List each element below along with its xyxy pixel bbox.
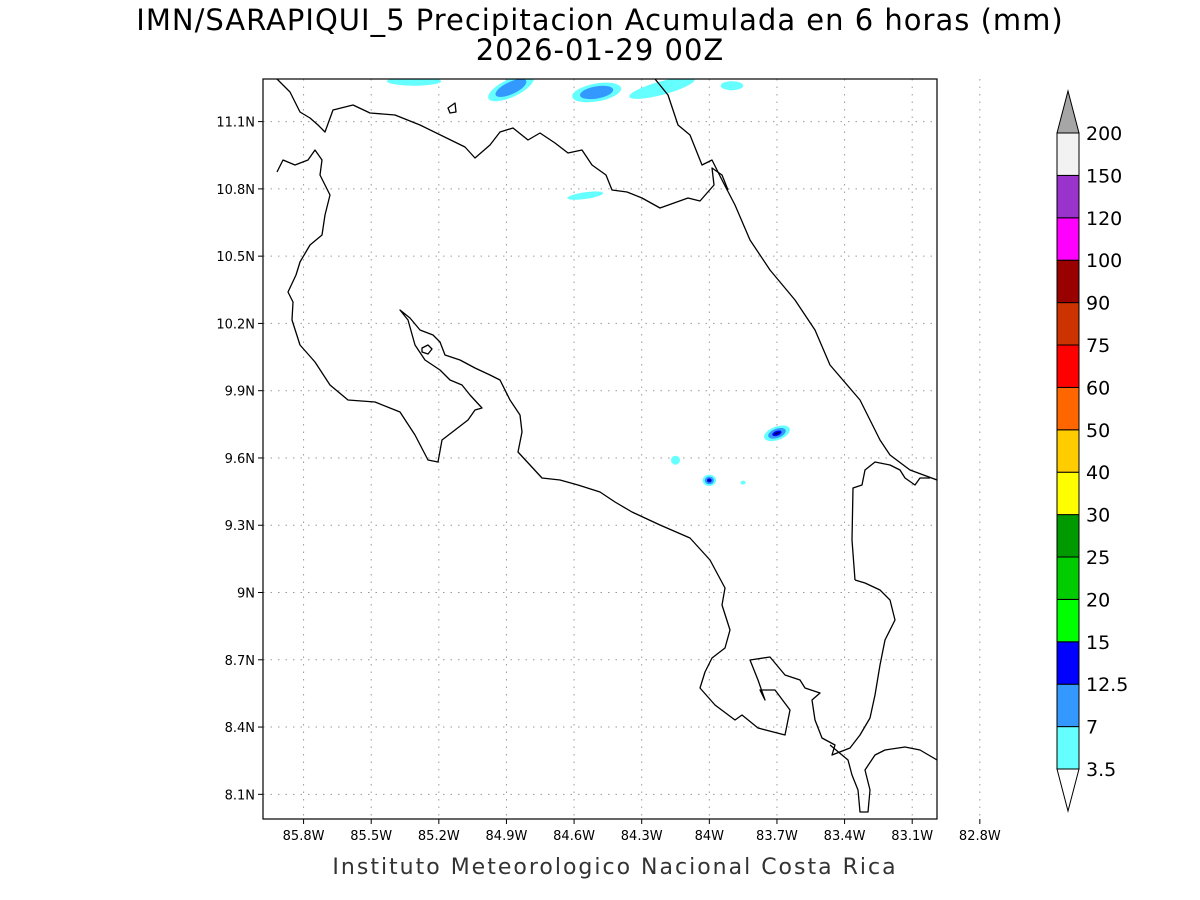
colorbar-band xyxy=(1056,302,1080,346)
map-title: IMN/SARAPIQUI_5 Precipitacion Acumulada … xyxy=(136,3,1064,37)
precip-contour xyxy=(962,516,965,520)
colorbar-band xyxy=(1056,726,1080,770)
lat-tick-label: 8.4N xyxy=(225,721,255,736)
lat-tick-label: 9.6N xyxy=(225,452,255,467)
nicoya-bay-islet xyxy=(421,344,433,355)
colorbar-level-label: 50 xyxy=(1086,420,1110,442)
colorbar-band xyxy=(1056,386,1080,431)
colorbar-level-label: 15 xyxy=(1086,632,1110,654)
precip-contour xyxy=(961,515,967,523)
colorbar-level-label: 90 xyxy=(1086,293,1110,315)
panama-border xyxy=(851,461,930,581)
lon-tick-label: 83.7W xyxy=(756,829,798,844)
precip-contour xyxy=(1038,605,1043,612)
lon-tick-label: 84W xyxy=(695,829,725,844)
map-frame xyxy=(262,78,938,820)
osa-peninsula xyxy=(829,744,937,813)
lat-tick-label: 10.8N xyxy=(216,183,255,198)
footer-credit: Instituto Meteorologico Nacional Costa R… xyxy=(332,855,898,880)
lon-tick-label: 83.1W xyxy=(891,829,933,844)
colorbar-level-label: 12.5 xyxy=(1086,674,1128,696)
lake-islet xyxy=(447,102,457,114)
colorbar-under-triangle xyxy=(1056,768,1080,813)
lon-tick-label: 85.8W xyxy=(283,829,325,844)
colorbar-level-label: 60 xyxy=(1086,377,1110,399)
lon-tick-label: 84.3W xyxy=(621,829,663,844)
colorbar-level-label: 150 xyxy=(1086,165,1122,187)
precip-contour xyxy=(495,79,527,97)
precip-core xyxy=(963,518,965,520)
lon-tick-label: 84.9W xyxy=(486,829,528,844)
pacific-coastline xyxy=(276,149,896,756)
lat-tick-label: 9.3N xyxy=(225,519,255,534)
map-subtitle-date: 2026-01-29 00Z xyxy=(475,33,725,67)
coastline-map xyxy=(276,79,937,813)
colorbar-over-triangle xyxy=(1056,89,1080,134)
colorbar-band xyxy=(1056,683,1080,728)
colorbar-level-label: 200 xyxy=(1086,123,1122,145)
colorbar-band xyxy=(1056,556,1080,600)
precip-contour xyxy=(960,513,969,524)
lon-tick-label: 83.4W xyxy=(824,829,866,844)
precip-contour xyxy=(671,455,681,465)
colorbar-level-label: 3.5 xyxy=(1086,759,1116,781)
colorbar-band xyxy=(1056,344,1080,388)
colorbar-band xyxy=(1056,259,1080,304)
colorbar-band xyxy=(1056,174,1080,219)
colorbar-level-label: 30 xyxy=(1086,505,1110,527)
precipitation-field xyxy=(386,79,1043,612)
caribbean-north-coast xyxy=(654,79,937,481)
precip-contour xyxy=(740,480,746,485)
lat-tick-label: 10.2N xyxy=(216,317,255,332)
lon-tick-label: 85.2W xyxy=(418,829,460,844)
colorbar-level-label: 75 xyxy=(1086,335,1110,357)
colorbar-band xyxy=(1056,429,1080,473)
precip-contour xyxy=(579,85,614,100)
colorbar-level-label: 7 xyxy=(1086,717,1098,739)
colorbar-level-label: 100 xyxy=(1086,250,1122,272)
precip-contour xyxy=(720,81,744,91)
precip-contour xyxy=(567,191,604,200)
latitude-axis: 11.1N 10.8N 10.5N 10.2N 9.9N 9.6N 9.3N 9N 8.7N 8.… xyxy=(216,116,263,803)
lat-tick-label: 8.1N xyxy=(225,788,255,803)
colorbar-band xyxy=(1056,471,1080,516)
lake-nicaragua-shore xyxy=(276,79,729,209)
lon-tick-label: 85.5W xyxy=(350,829,392,844)
precip-core xyxy=(774,431,780,435)
lat-tick-label: 11.1N xyxy=(216,116,255,131)
colorbar-band xyxy=(1056,217,1080,261)
lon-tick-label: 82.8W xyxy=(959,829,1001,844)
lat-tick-label: 10.5N xyxy=(216,250,255,265)
lat-tick-label: 9N xyxy=(237,587,255,602)
colorbar-band xyxy=(1056,132,1080,176)
longitude-axis: 85.8W 85.5W 85.2W 84.9W 84.6W 84.3W 84W 83.7W 83… xyxy=(283,819,1001,844)
colorbar-band xyxy=(1056,598,1080,643)
colorbar-band xyxy=(1056,641,1080,685)
colorbar: 3.5 7 12.5 15 20 25 30 40 50 60 75 90 100 120 150 200 xyxy=(1056,89,1128,813)
colorbar-level-label: 20 xyxy=(1086,589,1110,611)
colorbar-level-label: 25 xyxy=(1086,547,1110,569)
colorbar-level-label: 120 xyxy=(1086,208,1122,230)
colorbar-band xyxy=(1056,514,1080,558)
precip-contour xyxy=(386,79,442,86)
precip-core xyxy=(707,479,711,482)
lat-tick-label: 8.7N xyxy=(225,654,255,669)
colorbar-level-label: 40 xyxy=(1086,462,1110,484)
lon-tick-label: 84.6W xyxy=(553,829,595,844)
lat-tick-label: 9.9N xyxy=(225,385,255,400)
